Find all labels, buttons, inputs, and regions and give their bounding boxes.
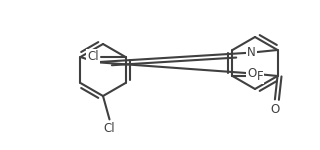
Text: Cl: Cl (104, 122, 115, 135)
Text: Cl: Cl (87, 51, 99, 63)
Text: O: O (270, 103, 280, 116)
Text: N: N (247, 46, 256, 59)
Text: O: O (247, 67, 256, 80)
Text: F: F (257, 69, 263, 82)
